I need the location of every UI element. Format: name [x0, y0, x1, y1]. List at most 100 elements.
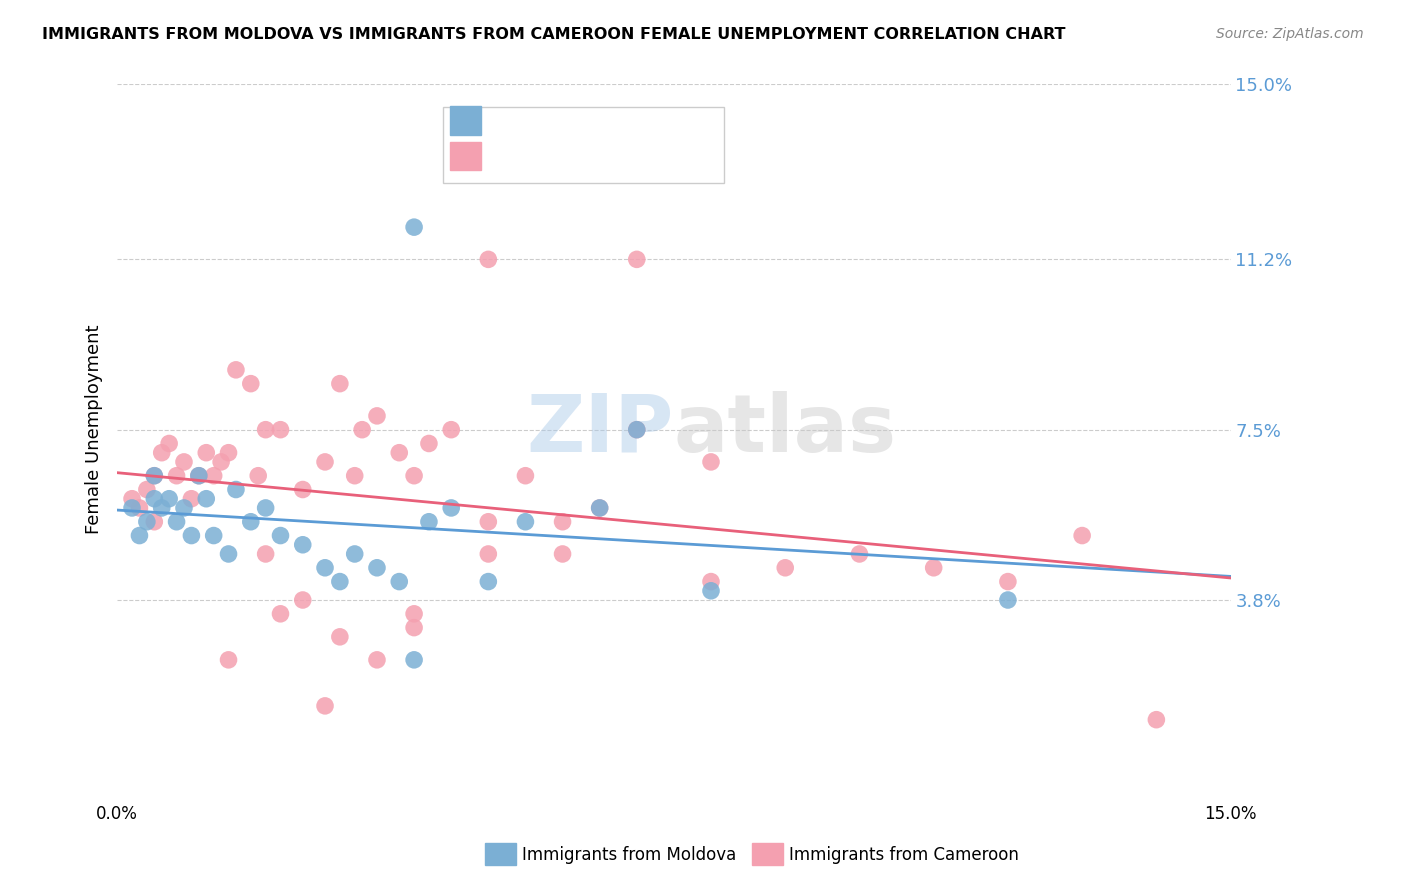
- Point: [848, 547, 870, 561]
- Text: 0.0%: 0.0%: [96, 805, 138, 823]
- Point: [366, 409, 388, 423]
- Point: [626, 252, 648, 267]
- Point: [218, 653, 240, 667]
- Point: [404, 607, 426, 621]
- Point: [404, 653, 426, 667]
- Point: [329, 376, 352, 391]
- Point: [477, 547, 499, 561]
- Point: [173, 455, 195, 469]
- Point: [187, 468, 209, 483]
- Point: [551, 515, 574, 529]
- Point: [218, 547, 240, 561]
- Point: [700, 583, 723, 598]
- Point: [997, 593, 1019, 607]
- Point: [366, 561, 388, 575]
- Point: [477, 515, 499, 529]
- Point: [195, 491, 218, 506]
- Text: Source: ZipAtlas.com: Source: ZipAtlas.com: [1216, 27, 1364, 41]
- Point: [143, 515, 166, 529]
- Point: [314, 698, 336, 713]
- Point: [314, 561, 336, 575]
- Point: [254, 547, 277, 561]
- Text: R =: R =: [489, 147, 520, 165]
- Point: [477, 574, 499, 589]
- Point: [329, 574, 352, 589]
- Point: [343, 468, 366, 483]
- Text: Immigrants from Moldova: Immigrants from Moldova: [522, 846, 735, 863]
- Point: [291, 483, 314, 497]
- Point: [128, 528, 150, 542]
- Point: [404, 621, 426, 635]
- Point: [388, 446, 411, 460]
- Text: 0.078: 0.078: [531, 112, 589, 129]
- Point: [700, 574, 723, 589]
- Point: [773, 561, 796, 575]
- Point: [202, 528, 225, 542]
- Point: [515, 515, 537, 529]
- Point: [239, 515, 262, 529]
- Point: [366, 653, 388, 667]
- Text: ZIP: ZIP: [527, 391, 673, 468]
- Point: [269, 528, 291, 542]
- Point: [626, 423, 648, 437]
- Point: [225, 363, 247, 377]
- Point: [440, 423, 463, 437]
- Point: [195, 446, 218, 460]
- Point: [922, 561, 945, 575]
- Text: 56: 56: [637, 147, 659, 165]
- Point: [700, 455, 723, 469]
- Point: [143, 468, 166, 483]
- Point: [269, 423, 291, 437]
- Text: Immigrants from Cameroon: Immigrants from Cameroon: [789, 846, 1018, 863]
- Point: [187, 468, 209, 483]
- Point: [997, 574, 1019, 589]
- Text: atlas: atlas: [673, 391, 897, 468]
- Point: [329, 630, 352, 644]
- Point: [180, 491, 202, 506]
- Point: [404, 468, 426, 483]
- Point: [150, 446, 173, 460]
- Point: [1071, 528, 1094, 542]
- Point: [589, 500, 612, 515]
- Y-axis label: Female Unemployment: Female Unemployment: [86, 325, 103, 534]
- Point: [291, 593, 314, 607]
- Point: [157, 491, 180, 506]
- Point: [352, 423, 374, 437]
- Point: [225, 483, 247, 497]
- Point: [343, 547, 366, 561]
- Point: [247, 468, 270, 483]
- Point: [239, 376, 262, 391]
- Point: [166, 515, 188, 529]
- Text: -0.068: -0.068: [531, 147, 591, 165]
- Point: [418, 515, 440, 529]
- Point: [314, 455, 336, 469]
- Text: N =: N =: [595, 112, 626, 129]
- Text: R =: R =: [489, 112, 520, 129]
- Point: [143, 468, 166, 483]
- Text: N =: N =: [595, 147, 626, 165]
- Point: [626, 423, 648, 437]
- Point: [218, 446, 240, 460]
- Point: [202, 468, 225, 483]
- Point: [128, 500, 150, 515]
- Point: [143, 491, 166, 506]
- Text: 15.0%: 15.0%: [1205, 805, 1257, 823]
- Point: [150, 500, 173, 515]
- Point: [121, 491, 143, 506]
- Point: [515, 468, 537, 483]
- Point: [440, 500, 463, 515]
- Point: [180, 528, 202, 542]
- Text: IMMIGRANTS FROM MOLDOVA VS IMMIGRANTS FROM CAMEROON FEMALE UNEMPLOYMENT CORRELAT: IMMIGRANTS FROM MOLDOVA VS IMMIGRANTS FR…: [42, 27, 1066, 42]
- Point: [269, 607, 291, 621]
- Point: [551, 547, 574, 561]
- Point: [157, 436, 180, 450]
- Point: [254, 500, 277, 515]
- Point: [388, 574, 411, 589]
- Point: [173, 500, 195, 515]
- Point: [254, 423, 277, 437]
- Point: [121, 500, 143, 515]
- Point: [166, 468, 188, 483]
- Point: [418, 436, 440, 450]
- Point: [209, 455, 232, 469]
- Point: [291, 538, 314, 552]
